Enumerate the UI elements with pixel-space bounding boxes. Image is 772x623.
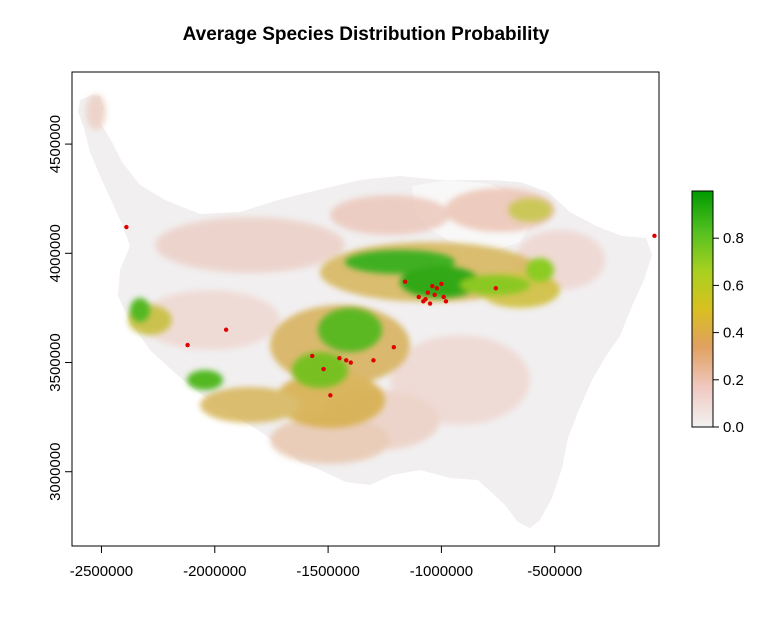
y-tick-label: 3000000 (47, 443, 64, 501)
x-axis: -2500000 -2000000 -1500000 -1000000 -500000 (70, 546, 582, 580)
x-tick-label: -2000000 (183, 563, 246, 580)
occurrence-point (416, 294, 421, 300)
legend-tick-label: 0.4 (723, 325, 744, 342)
legend-tick-label: 0.8 (723, 230, 744, 247)
legend: 0.0 0.2 0.4 0.6 0.8 (691, 190, 744, 436)
occurrence-point (344, 358, 349, 363)
occurrence-point (443, 299, 449, 304)
occurrence-point (423, 296, 428, 302)
x-tick-label: -2500000 (70, 563, 133, 580)
occurrence-point (371, 358, 376, 363)
occurrence-point (337, 355, 342, 361)
occurrence-point (434, 286, 440, 291)
occurrence-point (493, 286, 499, 291)
occurrence-point (441, 294, 446, 300)
chart-title: Average Species Distribution Probability (183, 24, 550, 45)
occurrence-point (310, 353, 315, 359)
probability-map (78, 94, 652, 528)
occurrence-points (124, 224, 657, 398)
occurrence-point (427, 301, 433, 306)
occurrence-point (439, 281, 444, 287)
occurrence-point (425, 290, 431, 295)
high-probability-zones (130, 250, 554, 390)
legend-tick-label: 0.2 (723, 372, 744, 389)
x-tick-label: -500000 (527, 563, 582, 580)
y-tick-label: 3500000 (47, 333, 64, 391)
low-probability-zones (86, 94, 605, 464)
occurrence-point (321, 366, 326, 372)
x-tick-label: -1500000 (296, 563, 359, 580)
occurrence-point (391, 345, 397, 350)
legend-ticks: 0.0 0.2 0.4 0.6 0.8 (713, 230, 744, 436)
occurrence-point (432, 292, 437, 298)
occurrence-point (430, 283, 435, 289)
legend-tick-label: 0.6 (723, 277, 744, 294)
occurrence-point (124, 224, 129, 230)
occurrence-point (402, 279, 408, 284)
occurrence-point (652, 233, 657, 239)
occurrence-point (348, 360, 353, 365)
occurrence-point (223, 327, 229, 332)
occurrence-point (328, 393, 333, 398)
y-axis: 3000000 3500000 4000000 4500000 (47, 115, 72, 501)
legend-colorbar (691, 190, 714, 428)
y-tick-label: 4000000 (47, 224, 64, 282)
y-tick-label: 4500000 (47, 115, 64, 173)
x-tick-label: -1000000 (410, 563, 473, 580)
occurrence-point (185, 342, 190, 348)
plot-frame (71, 71, 660, 547)
legend-tick-label: 0.0 (723, 419, 744, 436)
